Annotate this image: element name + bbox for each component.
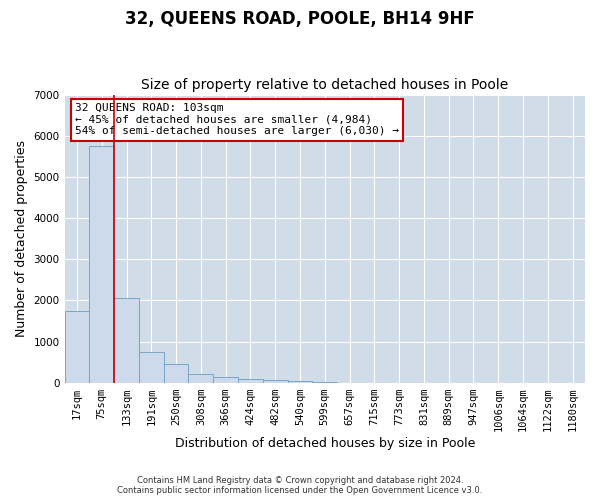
- Text: Contains HM Land Registry data © Crown copyright and database right 2024.
Contai: Contains HM Land Registry data © Crown c…: [118, 476, 482, 495]
- Bar: [213, 376, 238, 383]
- Text: 32, QUEENS ROAD, POOLE, BH14 9HF: 32, QUEENS ROAD, POOLE, BH14 9HF: [125, 10, 475, 28]
- Bar: [65, 311, 89, 383]
- Text: 32 QUEENS ROAD: 103sqm
← 45% of detached houses are smaller (4,984)
54% of semi-: 32 QUEENS ROAD: 103sqm ← 45% of detached…: [75, 103, 399, 136]
- Bar: [287, 381, 313, 383]
- Bar: [238, 378, 263, 383]
- Bar: [188, 374, 213, 383]
- Bar: [139, 352, 164, 383]
- X-axis label: Distribution of detached houses by size in Poole: Distribution of detached houses by size …: [175, 437, 475, 450]
- Bar: [114, 298, 139, 383]
- Title: Size of property relative to detached houses in Poole: Size of property relative to detached ho…: [141, 78, 508, 92]
- Bar: [263, 380, 287, 383]
- Bar: [89, 146, 114, 383]
- Bar: [164, 364, 188, 383]
- Bar: [313, 382, 337, 383]
- Y-axis label: Number of detached properties: Number of detached properties: [15, 140, 28, 337]
